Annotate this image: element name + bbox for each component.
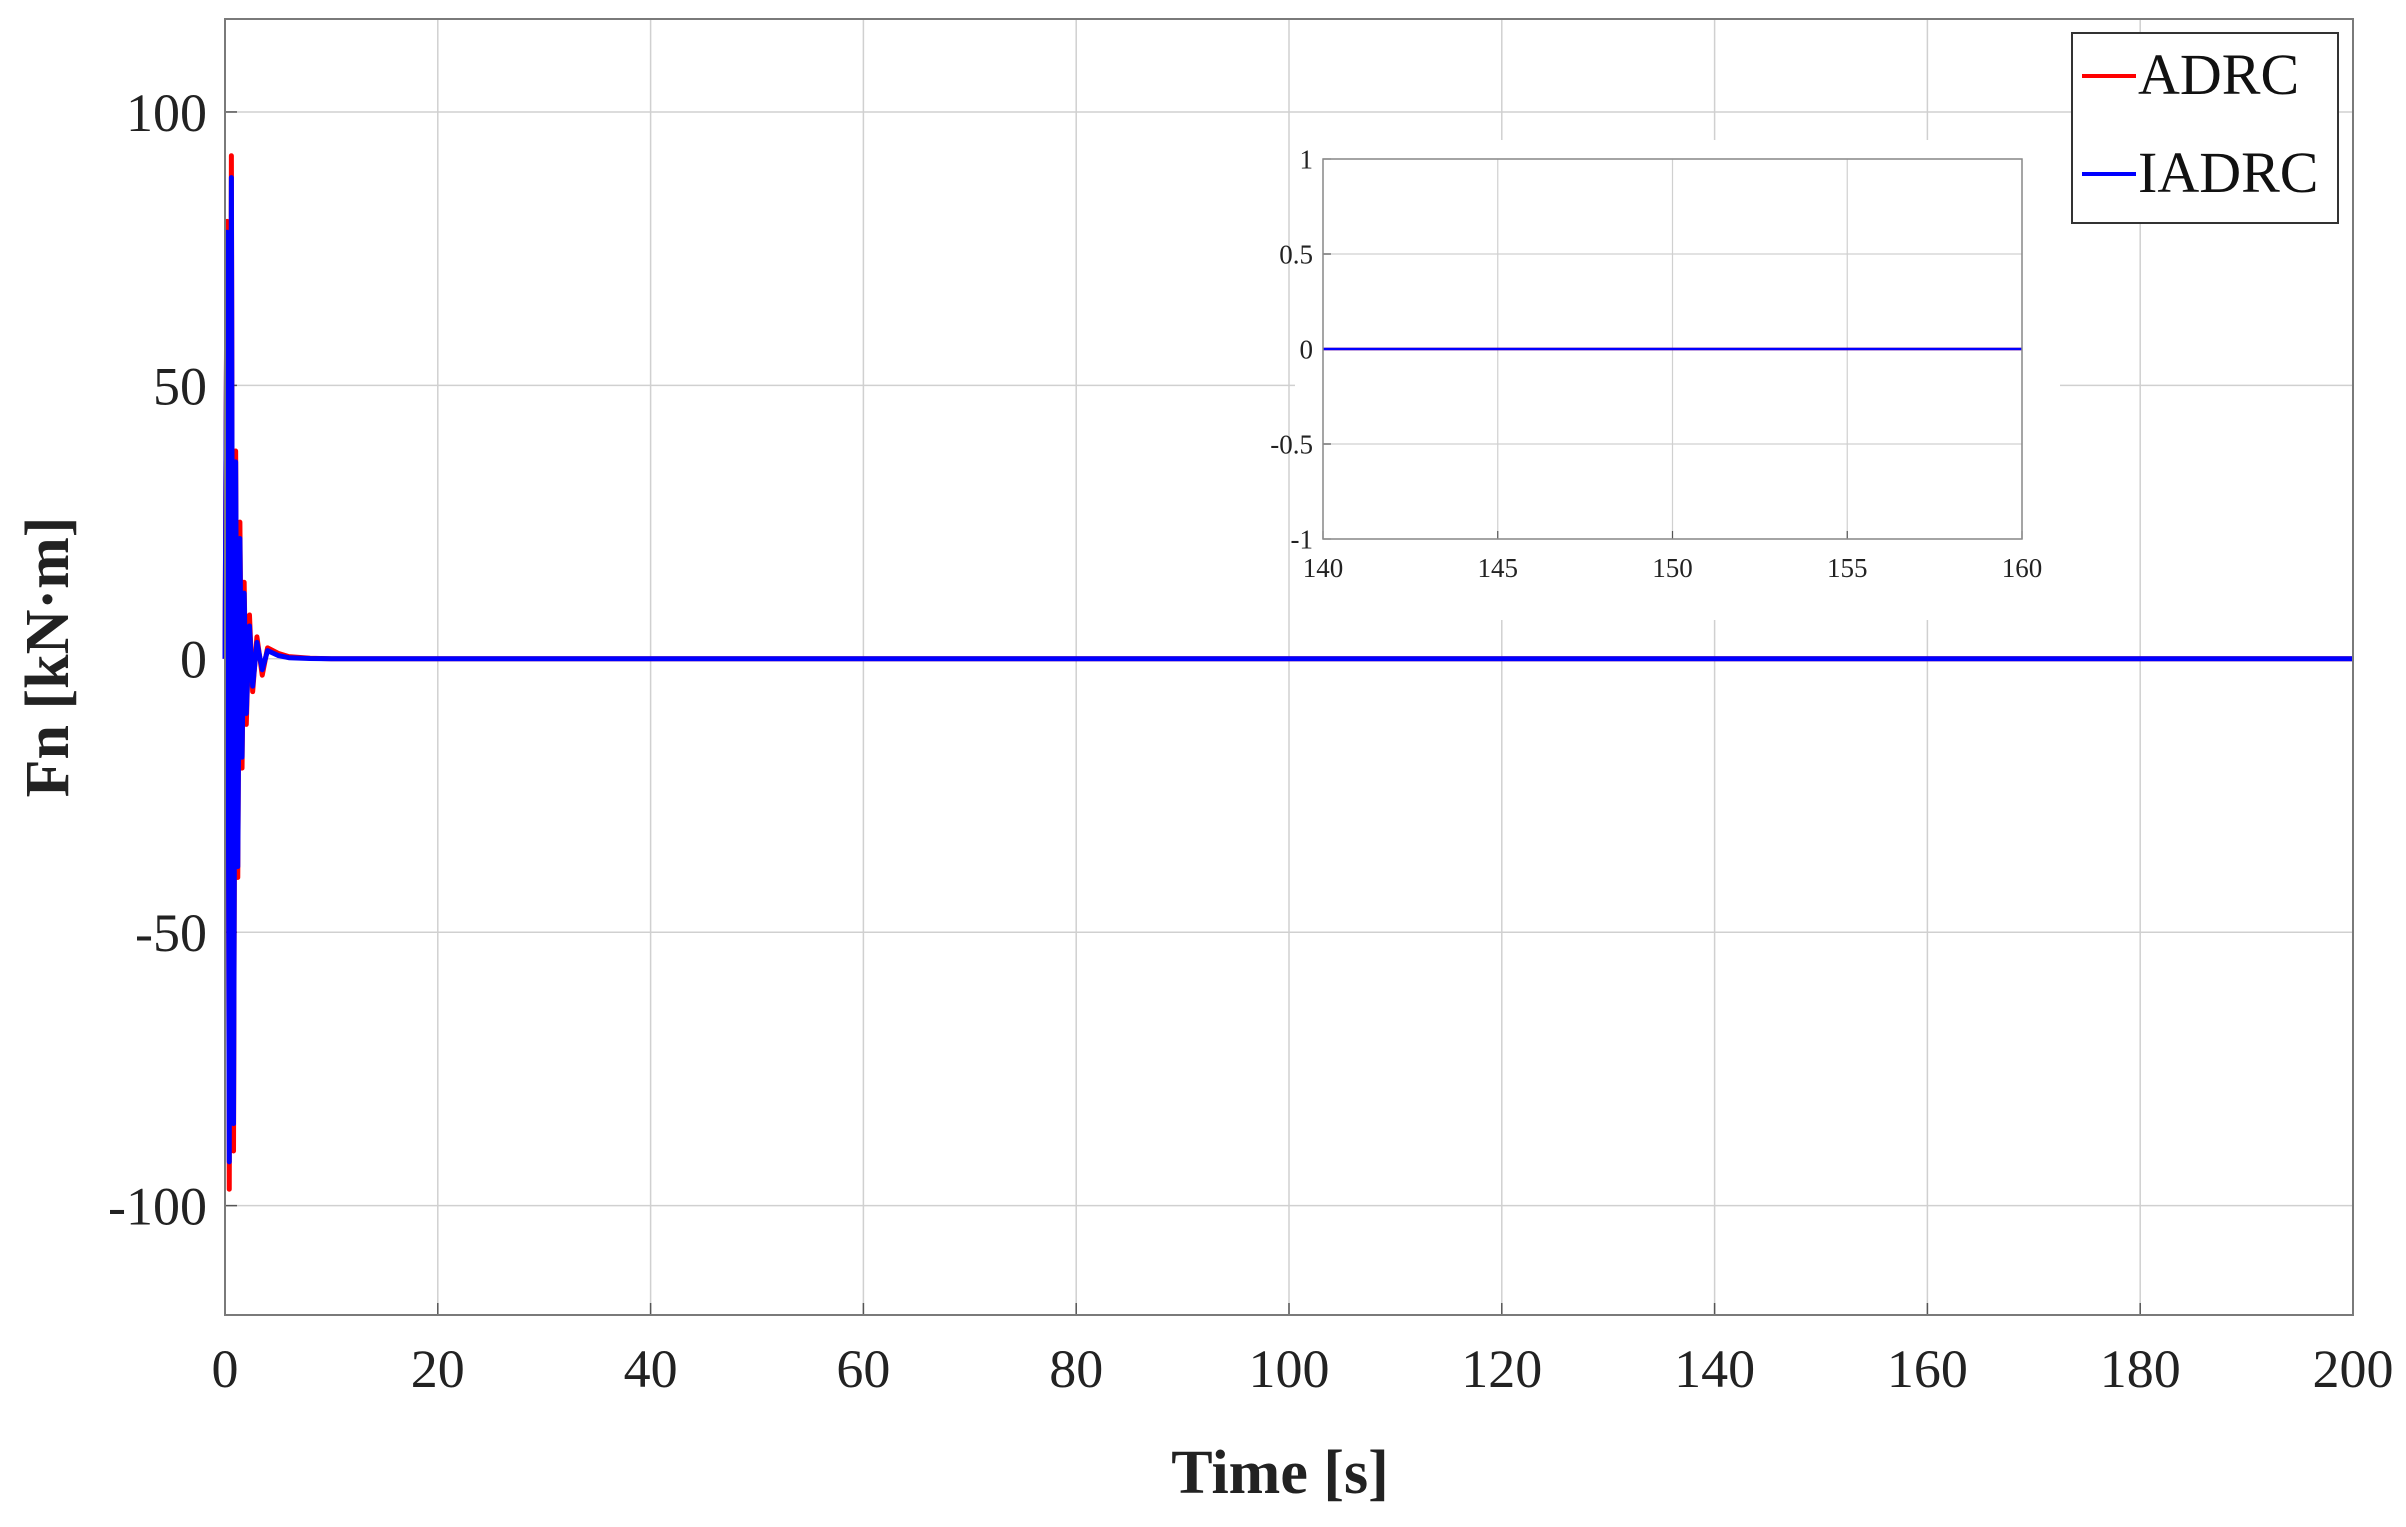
main-y-tick-label: -50 [135,903,207,963]
main-x-tick-label: 40 [624,1339,678,1399]
main-x-tick-label: 160 [1887,1339,1968,1399]
main-x-tick-labels: 0 20 40 60 80 100 120 140 160 180 200 [212,1339,2394,1399]
main-y-tick-label: 0 [180,630,207,690]
inset-y-tick-label: 1 [1300,144,1314,174]
legend-label-adrc: ADRC [2138,42,2299,107]
main-x-tick-label: 100 [1249,1339,1330,1399]
inset-y-tick-label: -1 [1291,524,1314,554]
inset-x-tick-labels: 140 145 150 155 160 [1303,553,2043,583]
inset-y-tick-label: 0 [1300,334,1314,364]
legend: ADRC IADRC [2071,32,2339,224]
inset-plot-frame [1322,158,2023,540]
main-series-group [222,153,2353,1192]
main-x-tick-label: 120 [1461,1339,1542,1399]
main-plot-frame [224,18,2354,1316]
main-y-tick-label: -100 [108,1177,207,1237]
x-axis-label: Time [s] [1171,1439,1389,1507]
main-x-tick-label: 20 [411,1339,465,1399]
main-x-tick-label: 180 [2100,1339,2181,1399]
main-x-tick-label: 0 [212,1339,239,1399]
main-x-tick-label: 60 [836,1339,890,1399]
inset-x-tick-label: 160 [2002,553,2043,583]
legend-label-iadrc: IADRC [2138,140,2318,205]
inset-x-tick-label: 155 [1827,553,1868,583]
inset-y-tick-labels: -1 -0.5 0 0.5 1 [1270,144,1313,554]
inset-y-tick-label: 0.5 [1279,239,1313,269]
inset-x-tick-label: 140 [1303,553,1344,583]
main-y-tick-label: 100 [126,83,207,143]
legend-box [2071,32,2339,224]
main-x-tick-label: 200 [2313,1339,2394,1399]
main-y-tick-label: 50 [153,356,207,416]
main-y-tick-labels: -100 -50 0 50 100 [108,83,207,1237]
main-x-tick-label: 140 [1674,1339,1755,1399]
inset-y-tick-label: -0.5 [1270,429,1313,459]
inset-background [1295,140,2060,620]
y-axis-label: Fn [kN·m] [14,517,82,798]
inset-x-tick-label: 145 [1478,553,1519,583]
main-x-tick-label: 80 [1049,1339,1103,1399]
main-series-line-iadrc [222,175,2353,1165]
inset-chart: 140 145 150 155 160 -1 -0.5 0 0.5 1 [1270,140,2060,620]
inset-x-tick-label: 150 [1652,553,1693,583]
